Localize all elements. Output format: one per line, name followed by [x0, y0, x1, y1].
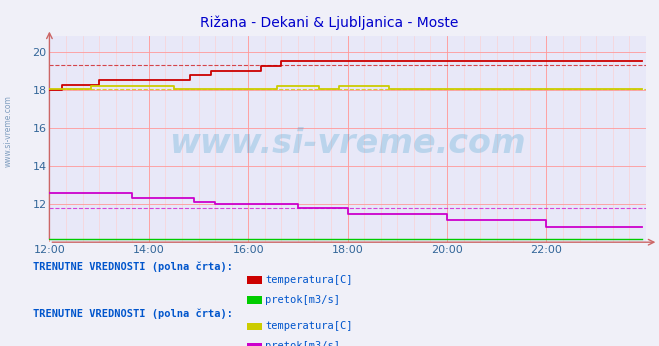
Text: temperatura[C]: temperatura[C] — [265, 321, 353, 331]
Text: www.si-vreme.com: www.si-vreme.com — [3, 95, 13, 167]
Text: www.si-vreme.com: www.si-vreme.com — [169, 127, 526, 160]
Text: TRENUTNE VREDNOSTI (polna črta):: TRENUTNE VREDNOSTI (polna črta): — [33, 261, 233, 272]
Text: pretok[m3/s]: pretok[m3/s] — [265, 295, 340, 304]
Text: TRENUTNE VREDNOSTI (polna črta):: TRENUTNE VREDNOSTI (polna črta): — [33, 309, 233, 319]
Text: Rižana - Dekani & Ljubljanica - Moste: Rižana - Dekani & Ljubljanica - Moste — [200, 16, 459, 30]
Text: temperatura[C]: temperatura[C] — [265, 275, 353, 284]
Text: pretok[m3/s]: pretok[m3/s] — [265, 342, 340, 346]
